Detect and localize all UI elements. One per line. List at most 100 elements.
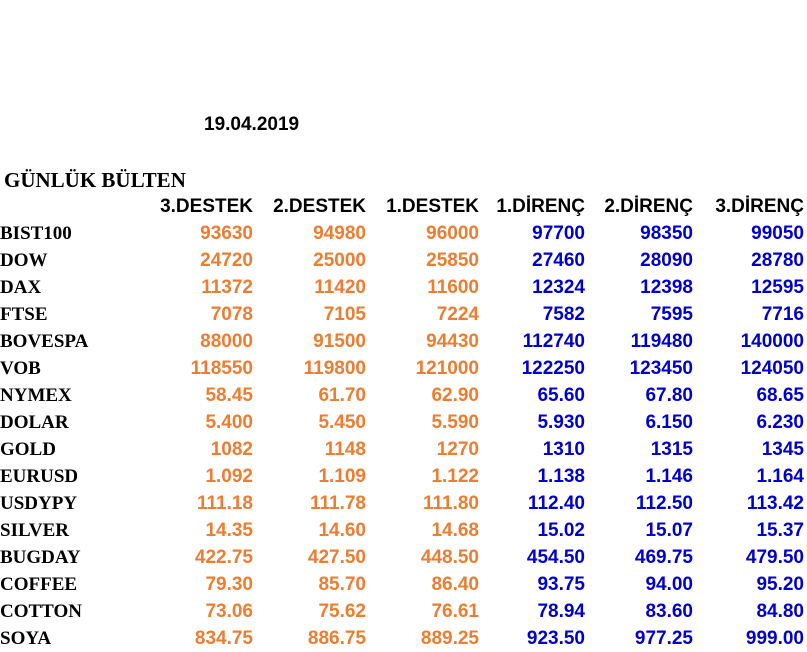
table-row: DOW 24720 25000 25850 27460 28090 28780: [0, 247, 804, 274]
resistance-value: 7582: [542, 304, 585, 325]
resistance-value: 15.07: [645, 520, 693, 541]
support-value: 75.62: [318, 601, 366, 622]
instrument-name: COTTON: [0, 601, 83, 622]
header-support-1: 1.DESTEK: [386, 196, 479, 217]
support-value: 94980: [313, 223, 366, 244]
resistance-value: 95.20: [756, 574, 804, 595]
header-resistance-3: 3.DİRENÇ: [715, 196, 804, 217]
resistance-value: 15.37: [756, 520, 804, 541]
resistance-value: 6.150: [645, 412, 693, 433]
instrument-name: BIST100: [0, 223, 72, 244]
resistance-value: 27460: [532, 250, 585, 271]
support-value: 448.50: [420, 547, 479, 568]
instrument-name: SOYA: [0, 628, 52, 649]
support-value: 24720: [200, 250, 253, 271]
table-row: FTSE 7078 7105 7224 7582 7595 7716: [0, 301, 804, 328]
support-value: 25000: [313, 250, 366, 271]
resistance-value: 5.930: [537, 412, 585, 433]
resistance-value: 15.02: [537, 520, 585, 541]
resistance-value: 1315: [650, 439, 693, 460]
resistance-value: 28780: [751, 250, 804, 271]
header-empty: [0, 193, 140, 220]
instrument-name: BUGDAY: [0, 547, 81, 568]
support-value: 96000: [426, 223, 479, 244]
support-value: 111.78: [309, 493, 366, 514]
table-row: BIST100 93630 94980 96000 97700 98350 99050: [0, 220, 804, 247]
support-value: 5.400: [205, 412, 253, 433]
resistance-value: 1.146: [645, 466, 693, 487]
table-row: VOB 118550 119800 121000 122250 123450 124050: [0, 355, 804, 382]
resistance-value: 12398: [640, 277, 693, 298]
resistance-value: 140000: [740, 331, 804, 352]
table-row: BOVESPA 88000 91500 94430 112740 119480 140000: [0, 328, 804, 355]
support-value: 7078: [210, 304, 253, 325]
table-row: COTTON 73.06 75.62 76.61 78.94 83.60 84.80: [0, 598, 804, 625]
resistance-value: 122250: [521, 358, 585, 379]
header-row: 3.DESTEK 2.DESTEK 1.DESTEK 1.DİRENÇ 2.Dİ…: [0, 193, 804, 220]
table-row: COFFEE 79.30 85.70 86.40 93.75 94.00 95.20: [0, 571, 804, 598]
resistance-value: 112.40: [527, 493, 585, 514]
resistance-value: 97700: [532, 223, 585, 244]
instrument-name: DOW: [0, 250, 48, 271]
support-value: 76.61: [431, 601, 479, 622]
resistance-value: 12595: [751, 277, 804, 298]
header-support-3: 3.DESTEK: [160, 196, 253, 217]
support-value: 889.25: [420, 628, 479, 649]
header-support-2: 2.DESTEK: [273, 196, 366, 217]
resistance-value: 68.65: [756, 385, 804, 406]
support-value: 427.50: [307, 547, 366, 568]
support-value: 1270: [436, 439, 479, 460]
levels-table: 3.DESTEK 2.DESTEK 1.DESTEK 1.DİRENÇ 2.Dİ…: [0, 193, 804, 652]
support-value: 7224: [436, 304, 479, 325]
resistance-value: 12324: [532, 277, 585, 298]
instrument-name: FTSE: [0, 304, 48, 325]
support-value: 5.450: [318, 412, 366, 433]
resistance-value: 83.60: [645, 601, 693, 622]
resistance-value: 1345: [761, 439, 804, 460]
support-value: 11372: [201, 277, 253, 298]
resistance-value: 6.230: [756, 412, 804, 433]
table-row: GOLD 1082 1148 1270 1310 1315 1345: [0, 436, 804, 463]
support-value: 119800: [303, 358, 366, 379]
resistance-value: 1310: [542, 439, 585, 460]
support-value: 73.06: [205, 601, 253, 622]
table-row: BUGDAY 422.75 427.50 448.50 454.50 469.75 479.…: [0, 544, 804, 571]
support-value: 886.75: [307, 628, 366, 649]
support-value: 1082: [210, 439, 253, 460]
instrument-name: COFFEE: [0, 574, 78, 595]
resistance-value: 123450: [629, 358, 693, 379]
resistance-value: 65.60: [537, 385, 585, 406]
support-value: 1.122: [431, 466, 479, 487]
table-body: BIST100 93630 94980 96000 97700 98350 99050 DOW…: [0, 220, 804, 652]
resistance-value: 67.80: [645, 385, 693, 406]
header-resistance-1: 1.DİRENÇ: [496, 196, 585, 217]
support-value: 834.75: [194, 628, 253, 649]
support-value: 94430: [426, 331, 479, 352]
support-value: 11600: [427, 277, 479, 298]
table-row: DOLAR 5.400 5.450 5.590 5.930 6.150 6.230: [0, 409, 804, 436]
support-value: 1.092: [205, 466, 253, 487]
resistance-value: 78.94: [537, 601, 585, 622]
resistance-value: 1.138: [537, 466, 585, 487]
resistance-value: 112740: [522, 331, 585, 352]
support-value: 14.60: [318, 520, 366, 541]
resistance-value: 113.42: [746, 493, 804, 514]
support-value: 11420: [314, 277, 366, 298]
resistance-value: 923.50: [526, 628, 585, 649]
resistance-value: 7595: [650, 304, 693, 325]
support-value: 91500: [313, 331, 366, 352]
support-value: 62.90: [431, 385, 479, 406]
resistance-value: 124050: [740, 358, 804, 379]
table-row: DAX 11372 11420 11600 12324 12398 12595: [0, 274, 804, 301]
support-value: 7105: [323, 304, 366, 325]
resistance-value: 7716: [761, 304, 804, 325]
support-value: 111.80: [422, 493, 479, 514]
support-value: 121000: [415, 358, 479, 379]
table-row: EURUSD 1.092 1.109 1.122 1.138 1.146 1.164: [0, 463, 804, 490]
resistance-value: 93.75: [537, 574, 585, 595]
instrument-name: EURUSD: [0, 466, 79, 487]
support-value: 61.70: [318, 385, 366, 406]
instrument-name: BOVESPA: [0, 331, 89, 352]
resistance-value: 28090: [640, 250, 693, 271]
support-value: 111.18: [196, 493, 253, 514]
